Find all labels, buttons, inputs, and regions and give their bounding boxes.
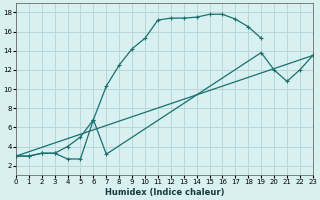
X-axis label: Humidex (Indice chaleur): Humidex (Indice chaleur) [105, 188, 224, 197]
